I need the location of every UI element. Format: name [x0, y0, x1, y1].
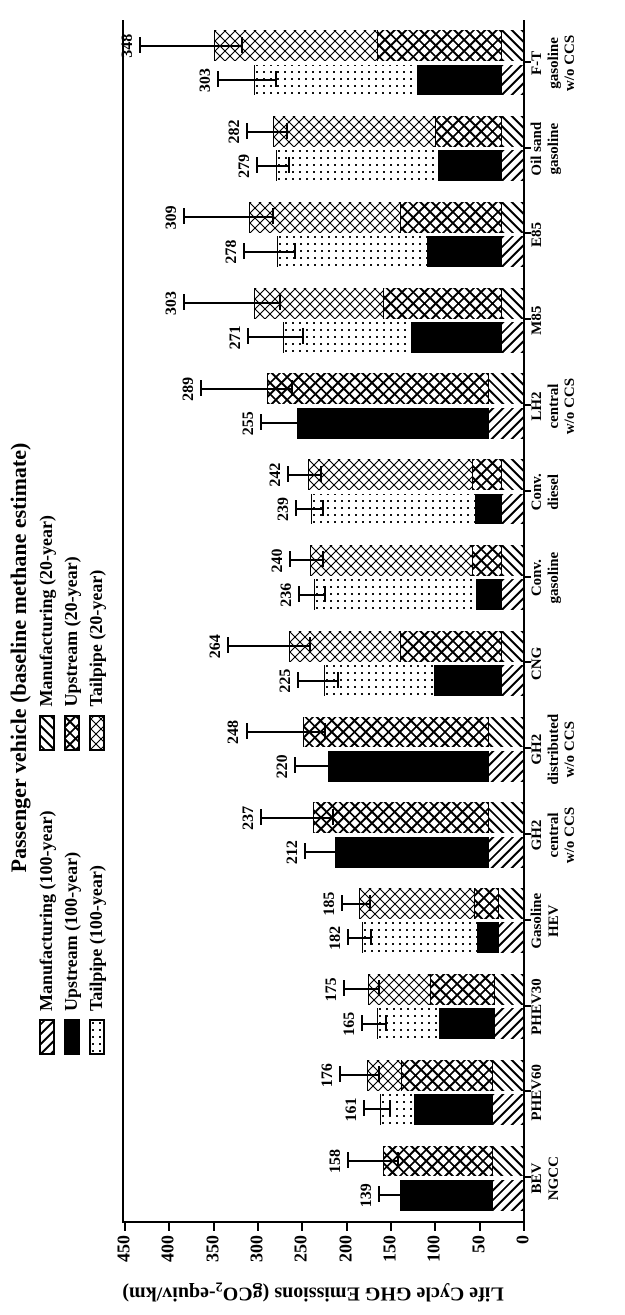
- category-label: Gasoline HEV: [523, 893, 562, 949]
- bar-seg-t100: [254, 65, 416, 96]
- category-label: CNG: [523, 647, 546, 680]
- legend-swatch: [39, 715, 55, 751]
- category-label: E85: [523, 222, 546, 247]
- legend-label: Manufacturing (20-year): [36, 515, 57, 706]
- legend-swatch: [39, 1019, 55, 1055]
- y-axis-label: Life Cycle GHG Emissions (gCO2-equiv/km): [33, 1278, 593, 1305]
- y-tick-label: 0: [513, 1221, 534, 1244]
- category-label: M85: [523, 306, 546, 335]
- legend-label: Upstream (20-year): [61, 556, 82, 706]
- bar-seg-m20: [501, 30, 523, 61]
- legend-swatch: [64, 715, 80, 751]
- bar-seg-m100: [501, 65, 523, 96]
- legend-item-u20: Upstream (20-year): [61, 515, 82, 750]
- legend-label: Manufacturing (100-year): [36, 811, 57, 1011]
- y-tick-label: 400: [158, 1221, 179, 1262]
- legend-label: Tailpipe (20-year): [86, 570, 107, 707]
- y-tick-label: 150: [379, 1221, 400, 1262]
- error-bar: [217, 79, 276, 81]
- bar-b20: 348: [124, 30, 523, 61]
- bars-layer: 139158BEV NGCC161176PHEV60165175PHEV3018…: [124, 20, 523, 1221]
- legend-label: Upstream (100-year): [61, 852, 82, 1011]
- legend-item-m20: Manufacturing (20-year): [36, 515, 57, 750]
- chart-title: Passenger vehicle (baseline methane esti…: [6, 0, 32, 1315]
- y-tick-label: 50: [468, 1221, 489, 1253]
- category-label: LH2 central w/o CCS: [523, 378, 579, 434]
- category-label: PHEV60: [523, 1064, 546, 1121]
- legend-item-u100: Upstream (100-year): [61, 811, 82, 1055]
- category-label: Conv. gasoline: [523, 552, 562, 604]
- y-tick-label: 300: [246, 1221, 267, 1262]
- category-label: GH2 distributed w/o CCS: [523, 714, 579, 785]
- bar-seg-u20: [377, 30, 501, 61]
- legend-item-t100: Tailpipe (100-year): [86, 811, 107, 1055]
- bar-seg-u100: [417, 65, 501, 96]
- category-label: Conv. diesel: [523, 473, 562, 510]
- y-tick-label: 100: [424, 1221, 445, 1262]
- category-label: Oil sand gasoline: [523, 122, 562, 176]
- y-axis-label-box: Life Cycle GHG Emissions (gCO2-equiv/km): [0, 1273, 625, 1309]
- y-tick-label: 200: [335, 1221, 356, 1262]
- legend-item-t20: Tailpipe (20-year): [86, 515, 107, 750]
- y-tick-label: 250: [291, 1221, 312, 1262]
- category-label: GH2 central w/o CCS: [523, 807, 579, 863]
- legend-swatch: [64, 1019, 80, 1055]
- error-bar: [139, 45, 243, 47]
- bar-total-label: 303: [197, 68, 215, 92]
- legend-swatch: [89, 715, 105, 751]
- chart-legend: Manufacturing (100-year)Upstream (100-ye…: [36, 515, 107, 1055]
- category-group: 303348F-T gasoline w/o CCS: [124, 20, 523, 1221]
- y-tick-label: 350: [202, 1221, 223, 1262]
- legend-swatch: [89, 1019, 105, 1055]
- plot-area: 139158BEV NGCC161176PHEV60165175PHEV3018…: [122, 20, 525, 1223]
- category-label: PHEV30: [523, 978, 546, 1035]
- y-tick-label: 450: [114, 1221, 135, 1262]
- category-label: BEV NGCC: [523, 1156, 562, 1200]
- bar-b100: 303: [124, 65, 523, 96]
- ghg-emissions-chart: Passenger vehicle (baseline methane esti…: [0, 0, 625, 1315]
- category-label: F-T gasoline w/o CCS: [523, 35, 579, 91]
- legend-label: Tailpipe (100-year): [86, 865, 107, 1011]
- bar-total-label: 348: [119, 34, 137, 58]
- legend-item-m100: Manufacturing (100-year): [36, 811, 57, 1055]
